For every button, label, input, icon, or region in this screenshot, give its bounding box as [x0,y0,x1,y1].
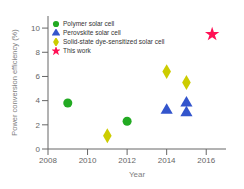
svg-text:Year: Year [129,170,146,179]
html-text:This work: This work [63,47,91,54]
svg-text:2: 2 [36,121,41,130]
svg-text:6: 6 [36,72,41,81]
svg-text:8: 8 [36,48,41,57]
html-text:Solid-state dye-sensitized sol: Solid-state dye-sensitized solar cell [63,38,165,45]
svg-text:10: 10 [31,24,40,33]
svg-text:2008: 2008 [39,156,57,165]
svg-text:Power conversion efficiency (%: Power conversion efficiency (%) [10,29,19,136]
svg-text:2012: 2012 [118,156,136,165]
svg-text:2010: 2010 [79,156,97,165]
svg-text:4: 4 [36,96,41,105]
svg-text:2016: 2016 [197,156,215,165]
svg-text:2014: 2014 [158,156,176,165]
html-text:Polymer solar cell: Polymer solar cell [63,20,115,27]
svg-text:0: 0 [36,145,41,154]
html-text:Perovskite solar cell: Perovskite solar cell [63,29,121,36]
